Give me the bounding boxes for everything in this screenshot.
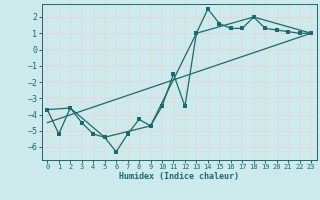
X-axis label: Humidex (Indice chaleur): Humidex (Indice chaleur): [119, 172, 239, 181]
